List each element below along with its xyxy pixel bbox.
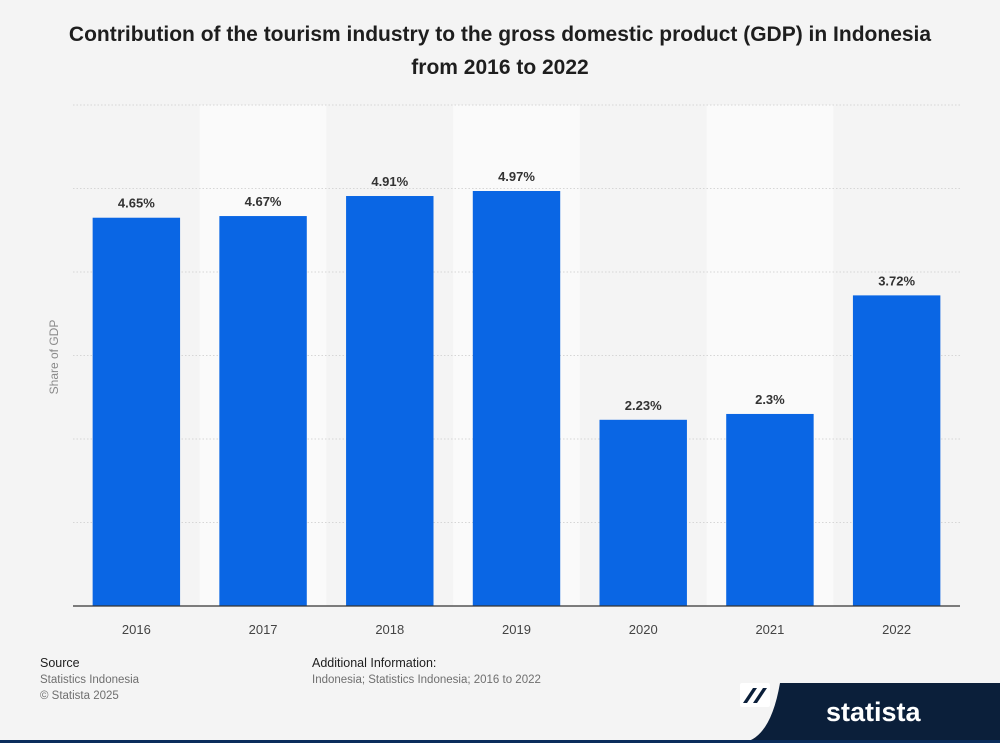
value-label-2020: 2.23% xyxy=(625,398,662,413)
value-label-2018: 4.91% xyxy=(371,174,408,189)
statista-logo[interactable]: statista xyxy=(740,683,1000,743)
bar-2016[interactable] xyxy=(92,217,181,606)
logo-background xyxy=(740,683,1000,743)
source-heading: Source xyxy=(40,656,80,670)
chart-title: Contribution of the tourism industry to … xyxy=(68,23,932,79)
bar-2022[interactable] xyxy=(852,295,941,606)
x-tick-label-2022: 2022 xyxy=(882,622,911,637)
source-block: Source Statistics Indonesia © Statista 2… xyxy=(40,655,139,705)
statista-wordmark: statista xyxy=(826,697,921,727)
statista-mark-icon xyxy=(740,683,770,707)
y-axis-label: Share of GDP xyxy=(47,319,61,395)
x-tick-label-2016: 2016 xyxy=(122,622,151,637)
additional-info-text: Indonesia; Statistics Indonesia; 2016 to… xyxy=(312,673,541,686)
bar-2017[interactable] xyxy=(219,216,307,606)
bar-2020[interactable] xyxy=(599,419,687,606)
x-tick-label-2021: 2021 xyxy=(755,622,784,637)
value-label-2022: 3.72% xyxy=(878,273,915,288)
value-label-2021: 2.3% xyxy=(755,392,785,407)
source-line-2[interactable]: © Statista 2025 xyxy=(40,690,119,702)
value-label-2016: 4.65% xyxy=(118,196,155,211)
value-label-2019: 4.97% xyxy=(498,169,535,184)
x-tick-label-2018: 2018 xyxy=(375,622,404,637)
x-tick-label-2020: 2020 xyxy=(629,622,658,637)
bar-chart: 4.65% 2016 4.67% 2017 4.91% 2018 4.97% 2019 2.23… xyxy=(73,104,960,637)
source-line-1: Statistics Indonesia xyxy=(40,673,140,686)
additional-info-heading: Additional Information: xyxy=(312,656,437,670)
x-tick-label-2017: 2017 xyxy=(249,622,278,637)
x-tick-label-2019: 2019 xyxy=(502,622,531,637)
bottom-accent-line xyxy=(0,740,1000,743)
bar-2019[interactable] xyxy=(472,191,561,606)
additional-info-block: Additional Information: Indonesia; Stati… xyxy=(312,655,541,688)
value-label-2017: 4.67% xyxy=(245,194,282,209)
bar-2018[interactable] xyxy=(346,196,434,606)
bar-2021[interactable] xyxy=(726,413,814,606)
